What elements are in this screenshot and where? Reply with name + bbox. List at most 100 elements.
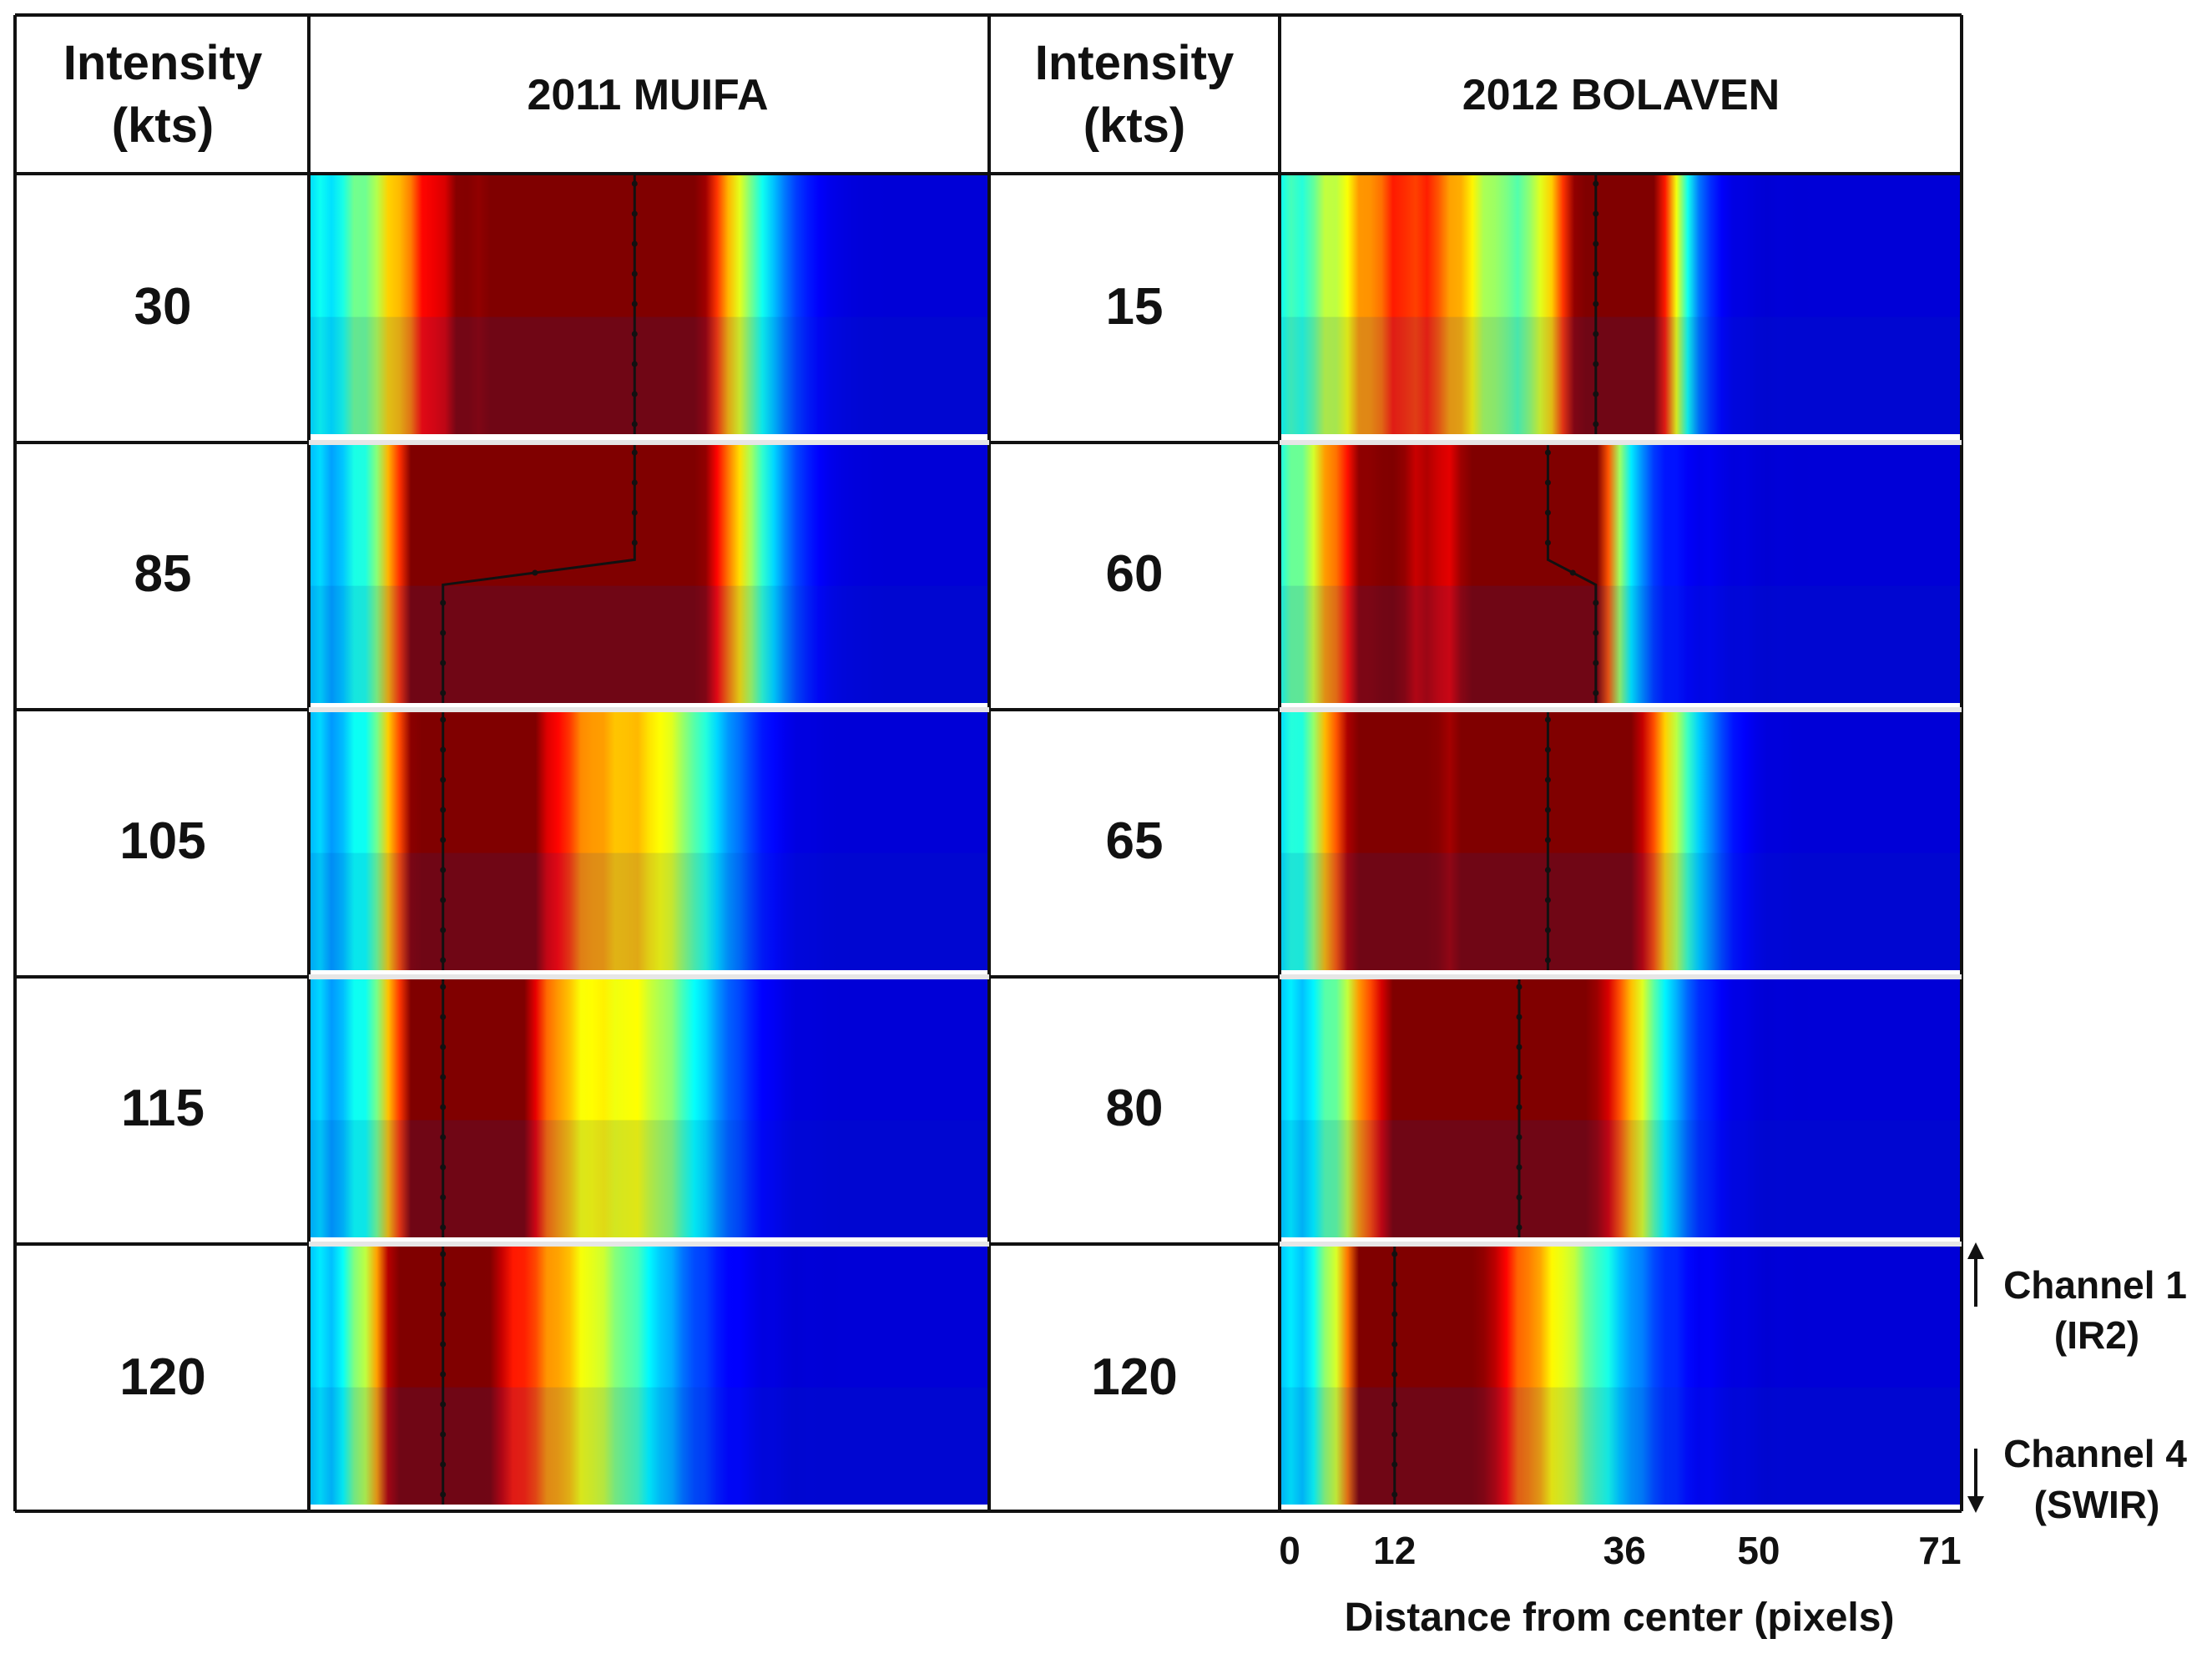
radius-path-left-row-2 xyxy=(442,443,636,703)
radius-marker xyxy=(1593,391,1599,397)
radius-marker xyxy=(1593,690,1599,696)
intensity-right-row-1: 15 xyxy=(1106,278,1164,336)
radius-marker xyxy=(440,1224,447,1231)
radius-marker xyxy=(1391,1461,1398,1468)
heatmap-shade-left-row-4 xyxy=(309,1120,989,1237)
radius-marker xyxy=(440,957,447,964)
radius-marker xyxy=(631,301,638,307)
heatmap-left-row-2 xyxy=(309,443,989,703)
heatmap-left-row-4 xyxy=(309,977,989,1237)
heatmap-shade-left-row-1 xyxy=(309,316,989,434)
radius-marker xyxy=(440,1341,447,1348)
radius-marker xyxy=(1391,1281,1398,1287)
radius-marker xyxy=(1544,867,1551,873)
radius-marker xyxy=(1593,210,1599,217)
distance-axis-label: Distance from center (pixels) xyxy=(1345,1596,1895,1640)
radius-marker xyxy=(1593,271,1599,277)
radius-marker xyxy=(631,210,638,217)
radius-marker xyxy=(631,539,638,546)
radius-marker xyxy=(631,331,638,337)
intensity-right-row-5: 120 xyxy=(1091,1348,1177,1406)
radius-marker xyxy=(440,807,447,813)
radius-marker xyxy=(440,1311,447,1318)
header-intensity-right-line2: (kts) xyxy=(1083,99,1185,153)
radius-marker xyxy=(1516,1164,1523,1171)
radius-marker xyxy=(440,1074,447,1080)
radius-marker xyxy=(1593,301,1599,307)
radius-marker xyxy=(631,391,638,397)
radius-marker xyxy=(440,746,447,753)
radius-marker xyxy=(1569,569,1576,576)
intensity-left-row-5: 120 xyxy=(119,1348,205,1406)
radius-marker xyxy=(440,897,447,903)
table-gridlines xyxy=(13,13,1963,1513)
radius-marker xyxy=(631,361,638,367)
radius-marker xyxy=(1391,1251,1398,1257)
header-intensity-right-line1: Intensity xyxy=(1035,36,1235,90)
radius-marker xyxy=(1544,927,1551,933)
radius-marker xyxy=(1516,1014,1523,1020)
radius-marker xyxy=(1391,1431,1398,1438)
channel-4-arrow-icon xyxy=(1967,1449,1984,1513)
radius-marker xyxy=(1516,1224,1523,1231)
radius-marker xyxy=(1593,660,1599,666)
radius-marker xyxy=(440,1014,447,1020)
heatmap-shade-right-row-2 xyxy=(1280,585,1960,703)
radius-marker xyxy=(440,1044,447,1050)
radius-marker xyxy=(1593,630,1599,636)
heatmap-shade-right-row-4 xyxy=(1280,1120,1960,1237)
heatmap-right-row-4 xyxy=(1280,977,1960,1237)
radius-marker xyxy=(1544,539,1551,546)
radius-marker xyxy=(1544,479,1551,486)
heatmaps-group xyxy=(309,174,1960,1505)
heatmap-right-row-1 xyxy=(1280,174,1960,434)
radius-marker xyxy=(1593,599,1599,606)
radius-marker xyxy=(1593,421,1599,427)
header-storm-left: 2011 MUIFA xyxy=(527,71,768,119)
radius-marker xyxy=(1544,837,1551,843)
radius-marker xyxy=(440,984,447,990)
radius-marker xyxy=(532,569,538,576)
radius-marker xyxy=(440,776,447,783)
heatmap-shade-left-row-2 xyxy=(309,585,989,703)
intensity-left-row-2: 85 xyxy=(134,545,192,603)
axis-tick-label-2: 12 xyxy=(1373,1529,1416,1572)
heatmap-shade-right-row-5 xyxy=(1280,1387,1960,1505)
radius-marker xyxy=(440,599,447,606)
header-intensity-left-line2: (kts) xyxy=(112,99,214,153)
intensity-right-row-4: 80 xyxy=(1106,1080,1164,1137)
radius-marker xyxy=(631,449,638,456)
radius-marker xyxy=(1391,1401,1398,1408)
heatmap-left-row-3 xyxy=(309,710,989,970)
intensity-right-row-3: 65 xyxy=(1106,812,1164,870)
header-storm-right: 2012 BOLAVEN xyxy=(1462,71,1780,119)
radius-marker xyxy=(1544,509,1551,516)
axis-tick-label-3: 36 xyxy=(1603,1529,1646,1572)
axis-tick-label-5: 71 xyxy=(1918,1529,1961,1572)
radius-marker xyxy=(1516,1104,1523,1110)
intensity-left-row-4: 115 xyxy=(121,1080,205,1137)
radius-marker xyxy=(631,271,638,277)
heatmap-left-row-1 xyxy=(309,174,989,434)
radius-marker xyxy=(440,1194,447,1201)
channel-4-label: Channel 4 xyxy=(2003,1432,2187,1475)
radius-marker xyxy=(1544,746,1551,753)
radius-marker xyxy=(631,509,638,516)
radius-marker xyxy=(440,1431,447,1438)
radius-marker xyxy=(1593,180,1599,187)
radius-marker xyxy=(1544,957,1551,964)
radius-marker xyxy=(1391,1311,1398,1318)
radius-marker xyxy=(1516,1134,1523,1141)
intensity-right-row-2: 60 xyxy=(1106,545,1164,603)
radius-marker xyxy=(1516,1194,1523,1201)
radius-marker xyxy=(1516,1074,1523,1080)
radius-marker xyxy=(440,1461,447,1468)
heatmap-right-row-3 xyxy=(1280,710,1960,970)
channel-4-sublabel: (SWIR) xyxy=(2034,1483,2160,1526)
radius-marker xyxy=(1544,716,1551,723)
channel-1-sublabel: (IR2) xyxy=(2054,1313,2139,1357)
radius-marker xyxy=(1391,1491,1398,1498)
intensity-left-row-3: 105 xyxy=(119,812,205,870)
header-intensity-left-line1: Intensity xyxy=(63,36,263,90)
radius-marker xyxy=(1593,331,1599,337)
